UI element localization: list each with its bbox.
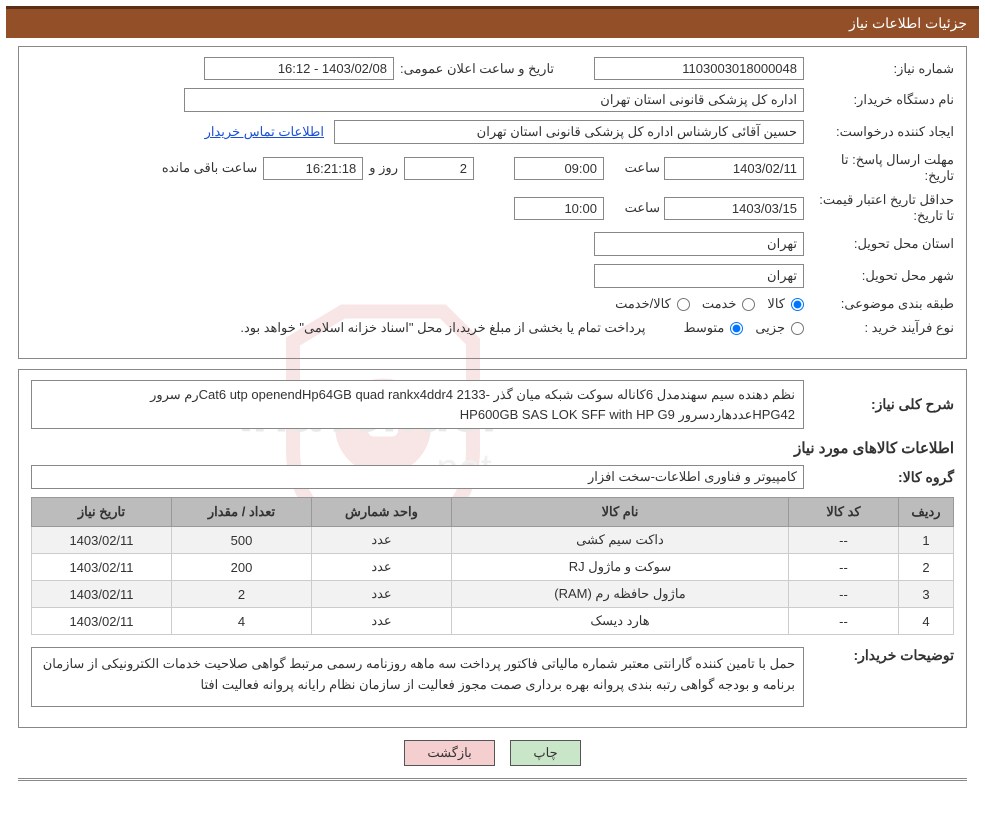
cell-name: هارد دیسک: [452, 608, 789, 635]
th-date: تاریخ نیاز: [32, 498, 172, 527]
days-label: روز و: [363, 160, 404, 176]
table-row: 1--داکت سیم کشیعدد5001403/02/11: [32, 527, 954, 554]
buyer-notes-label: توضیحات خریدار:: [804, 647, 954, 664]
cell-code: --: [789, 608, 899, 635]
back-button[interactable]: بازگشت: [404, 740, 494, 766]
city-value: تهران: [594, 264, 804, 288]
buyer-notes-value: حمل با تامین کننده گارانتی معتبر شماره م…: [31, 647, 804, 707]
buyer-contact-link[interactable]: اطلاعات تماس خریدار: [205, 124, 324, 140]
radio-partial-label: جزیی: [755, 320, 785, 336]
group-label: گروه کالا:: [804, 469, 954, 486]
need-no-label: شماره نیاز:: [804, 61, 954, 77]
announce-value: 1403/02/08 - 16:12: [204, 57, 394, 80]
th-qty: تعداد / مقدار: [172, 498, 312, 527]
cell-name: ماژول حافظه رم (RAM): [452, 581, 789, 608]
cell-date: 1403/02/11: [32, 554, 172, 581]
page-title: جزئیات اطلاعات نیاز: [849, 15, 967, 31]
radio-partial[interactable]: [791, 322, 804, 335]
requester-label: ایجاد کننده درخواست:: [804, 124, 954, 140]
deadline-label: مهلت ارسال پاسخ: تا تاریخ:: [804, 152, 954, 184]
announce-label: تاریخ و ساعت اعلان عمومی:: [394, 61, 594, 77]
cell-date: 1403/02/11: [32, 581, 172, 608]
need-no-value: 1103003018000048: [594, 57, 804, 80]
radio-medium[interactable]: [730, 322, 743, 335]
cell-qty: 500: [172, 527, 312, 554]
radio-goods-label: کالا: [767, 296, 785, 312]
cell-n: 3: [899, 581, 954, 608]
countdown: 16:21:18: [263, 157, 363, 180]
group-value: کامپیوتر و فناوری اطلاعات-سخت افزار: [31, 465, 804, 489]
cell-n: 4: [899, 608, 954, 635]
province-label: استان محل تحویل:: [804, 236, 954, 252]
validity-date: 1403/03/15: [664, 197, 804, 220]
cell-code: --: [789, 527, 899, 554]
cell-code: --: [789, 581, 899, 608]
radio-goods-service[interactable]: [677, 298, 690, 311]
cell-unit: عدد: [312, 581, 452, 608]
province-value: تهران: [594, 232, 804, 256]
cell-code: --: [789, 554, 899, 581]
cell-name: داکت سیم کشی: [452, 527, 789, 554]
cell-unit: عدد: [312, 554, 452, 581]
cell-date: 1403/02/11: [32, 527, 172, 554]
category-label: طبقه بندی موضوعی:: [804, 296, 954, 312]
cell-qty: 4: [172, 608, 312, 635]
desc-value: نظم دهنده سیم سهندمدل 6کاناله سوکت شبکه …: [31, 380, 804, 429]
detail-panel: شرح کلی نیاز: نظم دهنده سیم سهندمدل 6کان…: [18, 369, 967, 728]
bottom-divider: [18, 778, 967, 781]
cell-name: سوکت و ماژول RJ: [452, 554, 789, 581]
th-row: ردیف: [899, 498, 954, 527]
radio-service-label: خدمت: [702, 296, 737, 312]
print-button[interactable]: چاپ: [510, 740, 580, 766]
th-code: کد کالا: [789, 498, 899, 527]
buyer-org-value: اداره کل پزشکی قانونی استان تهران: [184, 88, 804, 112]
validity-label: حداقل تاریخ اعتبار قیمت: تا تاریخ:: [804, 192, 954, 224]
button-row: چاپ بازگشت: [0, 740, 985, 766]
cell-unit: عدد: [312, 608, 452, 635]
radio-goods[interactable]: [791, 298, 804, 311]
requester-value: حسین آقائی کارشناس اداره کل پزشکی قانونی…: [334, 120, 804, 144]
cell-qty: 200: [172, 554, 312, 581]
city-label: شهر محل تحویل:: [804, 268, 954, 284]
remain-label: ساعت باقی مانده: [156, 160, 263, 176]
buyer-org-label: نام دستگاه خریدار:: [804, 92, 954, 108]
desc-label: شرح کلی نیاز:: [804, 396, 954, 413]
table-row: 3--ماژول حافظه رم (RAM)عدد21403/02/11: [32, 581, 954, 608]
items-table: ردیف کد کالا نام کالا واحد شمارش تعداد /…: [31, 497, 954, 635]
radio-goods-service-label: کالا/خدمت: [615, 296, 671, 312]
cell-n: 2: [899, 554, 954, 581]
radio-service[interactable]: [742, 298, 755, 311]
time-label-1: ساعت: [604, 160, 664, 176]
validity-time: 10:00: [514, 197, 604, 220]
th-name: نام کالا: [452, 498, 789, 527]
main-form-panel: شماره نیاز: 1103003018000048 تاریخ و ساع…: [18, 46, 967, 359]
cell-date: 1403/02/11: [32, 608, 172, 635]
days-left: 2: [404, 157, 474, 180]
page-header: جزئیات اطلاعات نیاز: [6, 6, 979, 38]
deadline-date: 1403/02/11: [664, 157, 804, 180]
radio-medium-label: متوسط: [683, 320, 724, 336]
deadline-time: 09:00: [514, 157, 604, 180]
table-row: 4--هارد دیسکعدد41403/02/11: [32, 608, 954, 635]
time-label-2: ساعت: [604, 200, 664, 216]
table-row: 2--سوکت و ماژول RJعدد2001403/02/11: [32, 554, 954, 581]
process-note: پرداخت تمام یا بخشی از مبلغ خرید،از محل …: [234, 320, 651, 336]
items-section-title: اطلاعات کالاهای مورد نیاز: [31, 439, 954, 457]
th-unit: واحد شمارش: [312, 498, 452, 527]
cell-n: 1: [899, 527, 954, 554]
process-label: نوع فرآیند خرید :: [804, 320, 954, 336]
cell-qty: 2: [172, 581, 312, 608]
cell-unit: عدد: [312, 527, 452, 554]
